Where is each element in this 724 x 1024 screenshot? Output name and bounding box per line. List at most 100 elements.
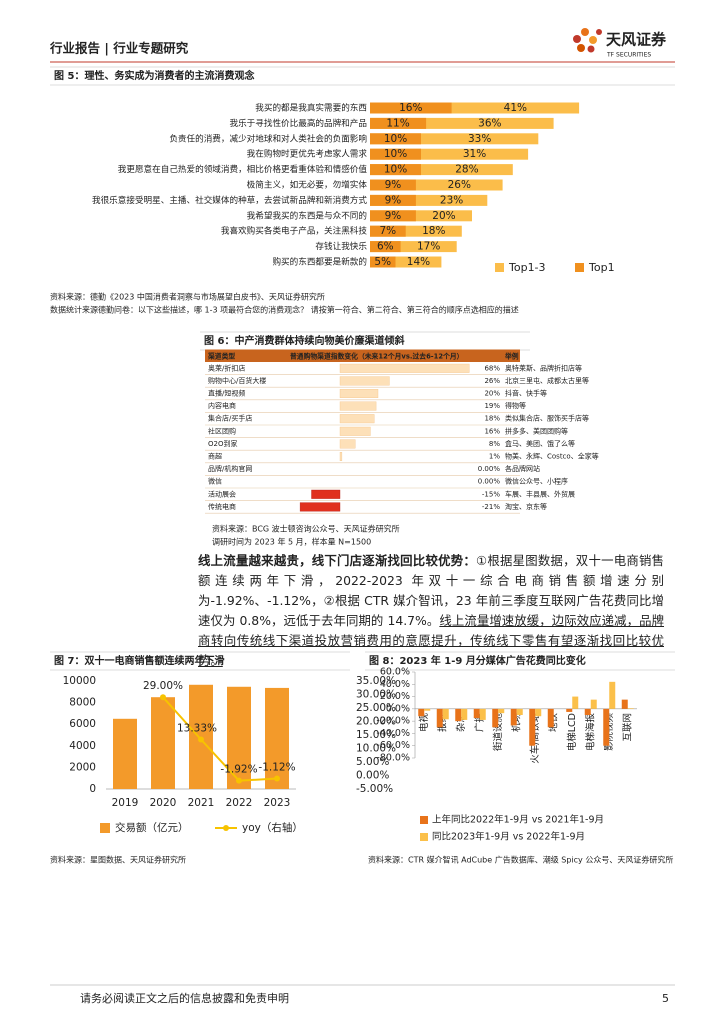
bar: [418, 708, 425, 717]
bar: [370, 133, 539, 145]
source-note: 资料来源：CTR 媒介智讯 AdCube 广告数据库、潮级 Spicy 公众号、…: [368, 855, 673, 865]
table-bar: [339, 439, 356, 449]
bar: [566, 708, 573, 712]
table-cell: 淘宝、京东等: [505, 502, 547, 511]
footer-disclaimer: 请务必阅读正文之后的信息披露和免责申明: [80, 991, 289, 1005]
data-label: 23%: [440, 194, 463, 206]
data-label: 14%: [407, 256, 430, 268]
bar: [436, 708, 443, 728]
table-cell: 1%: [489, 453, 500, 461]
legend-label: 上年同比2022年1-9月 vs 2021年1-9月: [432, 814, 604, 826]
category-label: 极简主义，如无必要，勿增实体: [247, 179, 368, 191]
data-label: 10%: [384, 164, 407, 176]
bar: [510, 708, 517, 726]
bar: [370, 256, 396, 268]
y-tick-label: 60.0%: [380, 667, 410, 678]
data-label: 26%: [448, 179, 471, 191]
figure-title: 图 6：中产消费群体持续向物美价廉渠道倾斜: [204, 334, 404, 347]
bar: [584, 708, 591, 715]
table-cell: 得物等: [505, 401, 526, 410]
bar: [461, 708, 468, 720]
legend-swatch: [420, 833, 428, 841]
bar: [492, 708, 499, 728]
y2-tick-label: 25.00%: [356, 702, 396, 714]
legend-swatch: [420, 816, 428, 824]
logo-icon: [573, 28, 602, 53]
table-cell: 19%: [484, 402, 500, 410]
point: [160, 694, 166, 701]
x-tick-label: 电梯海报: [584, 713, 596, 752]
y-tick-label: 8000: [69, 697, 96, 709]
x-tick-label: 电视: [418, 713, 430, 733]
data-label: 13.33%: [177, 723, 217, 735]
x-tick-label: 2019: [112, 797, 139, 809]
figure-title: 图 7：双十一电商销售额连续两年下滑: [54, 654, 224, 667]
brand-en: TF SECURITIES: [606, 52, 651, 59]
table-cell: 拼多多、美团团购等: [505, 426, 568, 435]
y-tick-label: 6000: [69, 718, 96, 730]
bar: [572, 696, 579, 709]
category-label: 存钱让我快乐: [315, 240, 367, 252]
bar: [455, 708, 462, 722]
bar: [603, 708, 610, 746]
bar: [113, 718, 137, 789]
category-label: 我喜欢购买各类电子产品，关注黑科技: [221, 225, 368, 237]
table-bar: [311, 489, 341, 499]
x-tick-label: 互联网: [622, 713, 633, 742]
table-cell: 集合店/买手店: [208, 414, 252, 423]
data-label: 20%: [432, 210, 455, 222]
table-bar: [339, 452, 343, 462]
bar: [535, 708, 542, 717]
data-label: 31%: [463, 148, 486, 160]
y2-tick-label: 35.00%: [356, 675, 396, 687]
data-label: 9%: [385, 194, 402, 206]
data-label: 9%: [385, 179, 402, 191]
bar: [498, 708, 505, 714]
bar: [370, 210, 416, 222]
category-label: 我在购物时更优先考虑家人需求: [247, 148, 368, 160]
legend-label: 交易额（亿元）: [115, 821, 189, 834]
table-cell: 北京三里屯、成都太古里等: [505, 376, 589, 385]
bar: [370, 225, 406, 237]
bar: [547, 708, 554, 728]
table-cell: 8%: [489, 440, 500, 448]
column-header: 举例: [504, 352, 519, 361]
y-tick-label: 2000: [69, 761, 96, 773]
y2-tick-label: 20.00%: [356, 716, 396, 728]
text-run: ①根据星图数据，双十一电商销售额连续两年下滑，2022-2023 年双十一综合电…: [198, 553, 665, 628]
source-note: 资料来源：德勤《2023 中国消费者洞察与市场展望白皮书》、天风证券研究所: [50, 292, 325, 302]
category-label: 负责任的消费，减少对地球和对人类社会的负面影响: [169, 132, 367, 144]
bar: [370, 164, 513, 176]
category-label: 我买的都是我真实需要的东西: [255, 102, 367, 114]
bar: [473, 708, 480, 719]
bar: [370, 133, 421, 145]
data-label: -1.92%: [220, 764, 257, 776]
bar: [590, 699, 597, 709]
table-cell: 盒马、美团、饿了么等: [505, 439, 575, 448]
table-cell: 购物中心/百货大楼: [208, 376, 266, 385]
y-tick-label: -60.0%: [376, 740, 410, 751]
table-bar: [339, 389, 379, 399]
bar: [370, 164, 421, 176]
x-tick-label: 2023: [264, 797, 291, 809]
bar: [529, 708, 536, 746]
data-label: 33%: [468, 133, 491, 145]
x-tick-label: 2020: [150, 797, 177, 809]
table-cell: 活动展会: [208, 489, 236, 498]
y2-tick-label: 5.00%: [356, 756, 389, 768]
table-cell: 20%: [484, 390, 500, 398]
brand: 天风证券: [606, 31, 667, 49]
y-tick-label: 0: [89, 783, 96, 795]
table-cell: 0.00%: [478, 465, 501, 473]
table-cell: 社区团购: [208, 426, 236, 435]
table-cell: 类似集合店、服饰买手店等: [505, 414, 589, 423]
y-tick-label: -20.0%: [376, 716, 410, 727]
bar: [609, 681, 616, 709]
bar: [370, 210, 472, 222]
table-cell: 16%: [484, 427, 500, 435]
data-label: 5%: [374, 256, 391, 268]
bar: [370, 225, 462, 237]
bar: [370, 179, 416, 191]
